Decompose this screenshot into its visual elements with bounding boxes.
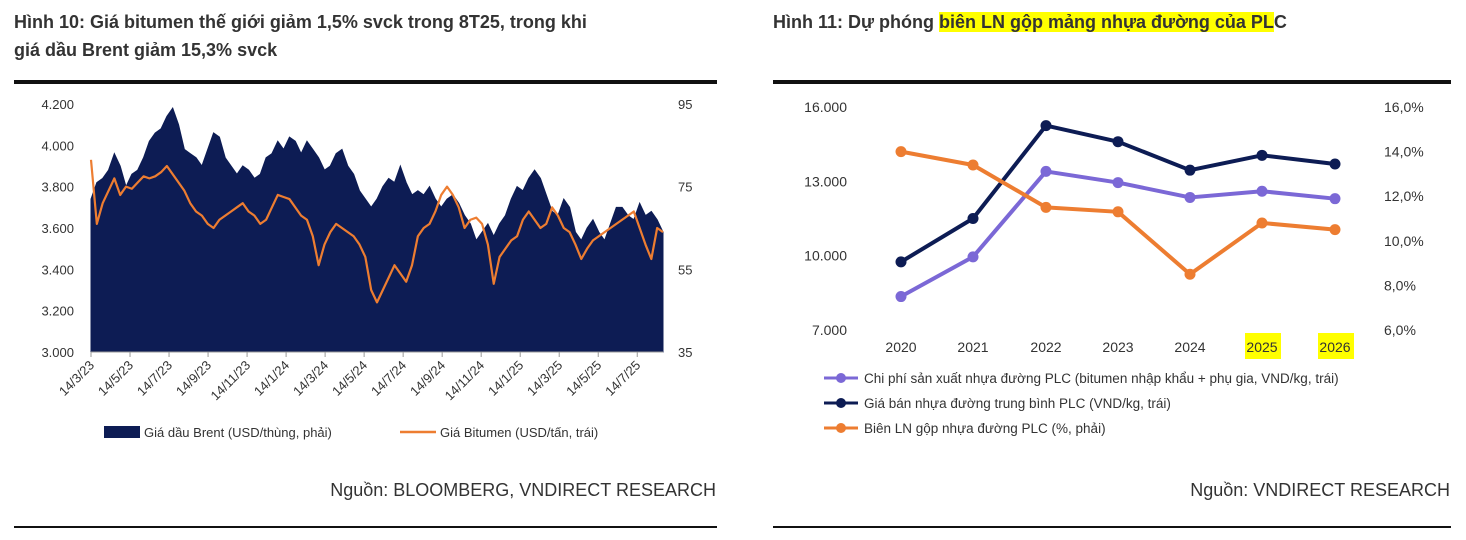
y-right-tick-label: 95: [678, 97, 692, 112]
y-left-tick-label: 4.200: [41, 97, 74, 112]
legend-marker-1: [836, 373, 846, 383]
x-tick-label: 14/5/23: [95, 358, 136, 399]
x-tick-label: 14/1/24: [251, 358, 292, 399]
x-tick-label: 2023: [1102, 339, 1133, 355]
series-1-point: [895, 291, 907, 303]
figure-11-title-suffix: C: [1273, 12, 1287, 32]
y-left-tick-label: 3.200: [41, 304, 74, 319]
y-left-tick-label: 3.400: [41, 262, 74, 277]
x-tick-label: 2020: [885, 339, 916, 355]
series-2-point: [1040, 120, 1052, 132]
y-right-tick-label: 14,0%: [1384, 144, 1424, 160]
brent-area: [90, 107, 664, 353]
x-tick-label: 2025: [1246, 339, 1277, 355]
series-1-point: [1040, 165, 1052, 177]
y-right-tick-label: 55: [678, 262, 692, 277]
figure-11-title-prefix: Hình 11: Dự phóng: [773, 12, 940, 32]
y-right-tick-label: 10,0%: [1384, 233, 1424, 249]
y-right-tick-label: 12,0%: [1384, 188, 1424, 204]
y-right-tick-label: 6,0%: [1384, 322, 1416, 338]
series-1-point: [967, 251, 979, 263]
x-tick-label: 2026: [1319, 339, 1350, 355]
legend-label-3: Biên LN gộp nhựa đường PLC (%, phải): [864, 421, 1106, 436]
series-3-point: [1256, 217, 1268, 229]
y-left-tick-label: 13.000: [804, 173, 847, 189]
figure-10-panel: Hình 10: Giá bitumen thế giới giảm 1,5% …: [0, 0, 730, 540]
y-left-tick-label: 3.000: [41, 345, 74, 360]
x-tick-label: 14/1/25: [485, 358, 526, 399]
figure-11-title-highlight: biên LN gộp mảng nhựa đường của PL: [939, 12, 1274, 32]
brent-bitumen-chart: 3.000 3.200 3.400 3.600 3.800 4.000 4.200 35 55 7…: [41, 97, 692, 440]
y-left-tick-label: 4.000: [41, 138, 74, 153]
series-2-point: [1112, 136, 1124, 148]
x-tick-label: 14/11/23: [207, 358, 253, 404]
forecast-year-highlight: [1318, 333, 1354, 359]
figure-10-title-line2: giá dầu Brent giảm 15,3% svck: [14, 40, 278, 60]
series-2-point: [895, 256, 907, 268]
series-1-point: [1256, 185, 1268, 197]
legend-swatch-brent: [104, 426, 140, 438]
top-rule: [14, 80, 717, 84]
y-left-tick-label: 3.600: [41, 221, 74, 236]
figure-11-title: Hình 11: Dự phóng biên LN gộp mảng nhựa …: [773, 8, 1466, 36]
series-3-point: [1040, 201, 1052, 213]
x-tick-label: 14/3/23: [56, 358, 97, 399]
series-line-1: [900, 169, 1336, 299]
x-tick-label: 14/3/25: [524, 358, 565, 399]
y-right-tick-label: 16,0%: [1384, 99, 1424, 115]
series-2-point: [1256, 149, 1268, 161]
top-rule: [773, 80, 1451, 84]
y-left-tick-label: 10.000: [804, 248, 847, 264]
legend-label-bitumen: Giá Bitumen (USD/tấn, trái): [440, 425, 598, 440]
x-tick-label: 14/7/25: [602, 358, 643, 399]
legend-marker-2: [836, 398, 846, 408]
y-right-tick-label: 8,0%: [1384, 277, 1416, 293]
y-right-tick-label: 75: [678, 180, 692, 195]
forecast-year-highlight: [1245, 333, 1281, 359]
y-right-tick-label: 35: [678, 345, 692, 360]
legend-marker-3: [836, 423, 846, 433]
series-2-point: [1184, 164, 1196, 176]
legend-label-2: Giá bán nhựa đường trung bình PLC (VND/k…: [864, 396, 1171, 411]
figure-10-title-line1: Hình 10: Giá bitumen thế giới giảm 1,5% …: [14, 12, 587, 32]
bottom-rule: [14, 526, 717, 528]
x-tick-label: 14/11/24: [442, 358, 488, 404]
x-tick-label: 2021: [957, 339, 988, 355]
x-tick-label: 2024: [1174, 339, 1205, 355]
y-left-tick-label: 7.000: [812, 322, 847, 338]
series-1-point: [1112, 177, 1124, 189]
figure-11-panel: Hình 11: Dự phóng biên LN gộp mảng nhựa …: [760, 0, 1466, 540]
y-left-tick-label: 16.000: [804, 99, 847, 115]
series-3-point: [895, 146, 907, 158]
plc-margin-chart: 7.000 10.000 13.000 16.000 6,0% 8,0% 10,0% 12,0…: [804, 99, 1424, 436]
legend-label-brent: Giá dầu Brent (USD/thùng, phải): [144, 425, 332, 440]
series-3-point: [967, 159, 979, 171]
series-3-point: [1112, 206, 1124, 218]
y-left-tick-label: 3.800: [41, 180, 74, 195]
x-tick-label: 14/5/25: [563, 358, 604, 399]
bitumen-line: [89, 159, 664, 304]
x-tick-label: 2022: [1030, 339, 1061, 355]
figure-10-source: Nguồn: BLOOMBERG, VNDIRECT RESEARCH: [330, 480, 716, 500]
series-3-point: [1329, 224, 1341, 236]
x-tick-label: 14/5/24: [329, 358, 370, 399]
x-tick-label: 14/7/24: [368, 358, 409, 399]
figure-11-source: Nguồn: VNDIRECT RESEARCH: [1190, 480, 1450, 500]
x-tick-label: 14/3/24: [290, 358, 331, 399]
legend-label-1: Chi phí sản xuất nhựa đường PLC (bitumen…: [864, 371, 1339, 386]
series-2-point: [967, 213, 979, 224]
series-1-point: [1329, 193, 1341, 205]
series-3-point: [1184, 268, 1196, 280]
bottom-rule: [773, 526, 1451, 528]
x-tick-label: 14/7/23: [134, 358, 175, 399]
series-2-point: [1329, 158, 1341, 170]
series-1-point: [1184, 191, 1196, 203]
figure-10-title: Hình 10: Giá bitumen thế giới giảm 1,5% …: [14, 8, 714, 64]
